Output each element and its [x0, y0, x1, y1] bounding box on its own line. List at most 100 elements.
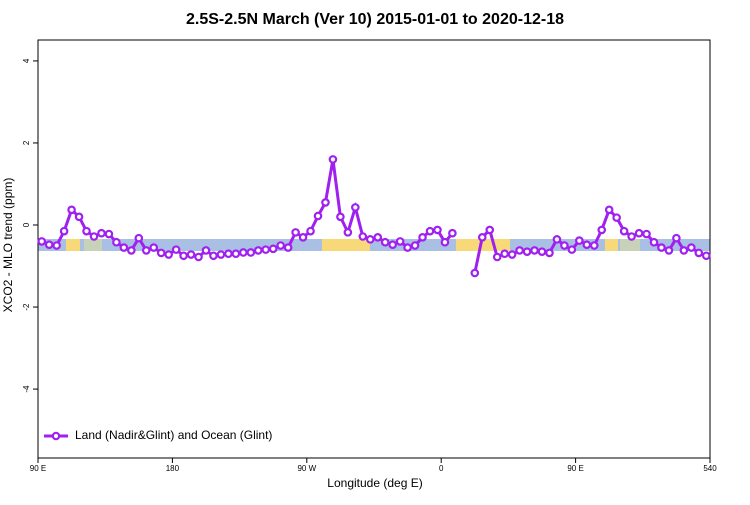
- point: [597, 225, 607, 235]
- point: [44, 240, 54, 249]
- point: [582, 240, 592, 249]
- land-band: [66, 239, 80, 251]
- y-axis-label: XCO2 - MLO trend (ppm): [1, 178, 15, 313]
- point: [664, 246, 674, 255]
- point: [522, 247, 532, 256]
- point: [253, 246, 263, 255]
- point: [373, 233, 383, 242]
- point: [194, 252, 203, 262]
- point: [477, 233, 487, 242]
- point: [67, 205, 76, 215]
- point: [560, 241, 569, 250]
- point: [141, 246, 151, 255]
- point: [418, 233, 427, 242]
- point: [149, 243, 159, 252]
- point: [134, 233, 144, 243]
- point: [634, 228, 644, 238]
- land-band: [456, 239, 510, 251]
- point: [291, 228, 300, 237]
- point: [209, 251, 218, 261]
- point: [97, 228, 106, 238]
- point: [239, 248, 248, 257]
- point: [89, 232, 99, 241]
- point: [246, 248, 256, 257]
- point: [156, 248, 166, 258]
- x-tick-label: 90 E: [567, 464, 583, 473]
- point: [216, 250, 226, 259]
- x-tick-label: 0: [439, 464, 444, 473]
- point: [112, 237, 121, 247]
- point: [701, 251, 711, 261]
- point: [365, 235, 375, 244]
- y-tick-label: -4: [22, 385, 31, 393]
- point: [679, 246, 689, 255]
- point: [351, 203, 360, 212]
- point: [552, 235, 562, 244]
- point: [82, 226, 91, 236]
- point: [298, 233, 308, 242]
- point: [276, 241, 285, 250]
- y-tick-label: 0: [22, 222, 31, 227]
- point: [231, 249, 241, 259]
- point: [612, 213, 621, 222]
- point: [52, 241, 61, 250]
- x-tick-label: 180: [166, 464, 180, 473]
- point: [433, 225, 442, 235]
- point: [545, 248, 554, 258]
- point: [358, 232, 368, 241]
- land-band: [322, 239, 370, 251]
- land-band: [605, 239, 618, 251]
- point: [179, 251, 188, 261]
- point: [627, 232, 636, 241]
- point: [657, 243, 666, 252]
- point: [410, 241, 420, 250]
- point: [403, 243, 412, 252]
- point: [515, 246, 524, 255]
- point: [388, 240, 397, 249]
- point: [470, 268, 480, 278]
- point: [500, 249, 509, 259]
- plot-frame: [37, 39, 711, 459]
- point: [306, 226, 315, 236]
- x-tick-label: 90 W: [297, 464, 316, 473]
- point: [186, 250, 196, 259]
- point: [328, 155, 338, 164]
- y-tick-label: -2: [22, 303, 31, 311]
- point: [589, 241, 599, 250]
- island-band: [84, 239, 102, 251]
- point: [201, 246, 211, 255]
- point: [672, 233, 681, 243]
- point: [59, 226, 69, 236]
- x-tick-label: 90 E: [30, 464, 46, 473]
- point: [336, 212, 345, 222]
- point: [440, 237, 450, 247]
- legend-marker: [51, 431, 61, 441]
- point: [395, 237, 405, 246]
- legend-label: Land (Nadir&Glint) and Ocean (Glint): [75, 428, 272, 442]
- point: [530, 246, 539, 255]
- point: [604, 205, 614, 215]
- series-line: [41, 159, 707, 274]
- point: [567, 245, 577, 254]
- chart-title: 2.5S-2.5N March (Ver 10) 2015-01-01 to 2…: [186, 11, 564, 28]
- point: [649, 237, 659, 247]
- point: [507, 250, 517, 259]
- point: [224, 249, 233, 259]
- point: [268, 244, 278, 254]
- point: [74, 212, 84, 222]
- point: [485, 225, 495, 235]
- point: [119, 243, 129, 252]
- point: [321, 198, 330, 207]
- y-tick-label: 2: [22, 140, 31, 145]
- point: [171, 245, 181, 254]
- point: [164, 250, 173, 259]
- point: [425, 226, 435, 236]
- island-band: [620, 239, 640, 251]
- point: [380, 237, 390, 247]
- point: [104, 229, 114, 239]
- point: [687, 243, 696, 252]
- point: [313, 211, 323, 221]
- point: [575, 236, 584, 245]
- point: [537, 247, 547, 256]
- point: [261, 245, 271, 254]
